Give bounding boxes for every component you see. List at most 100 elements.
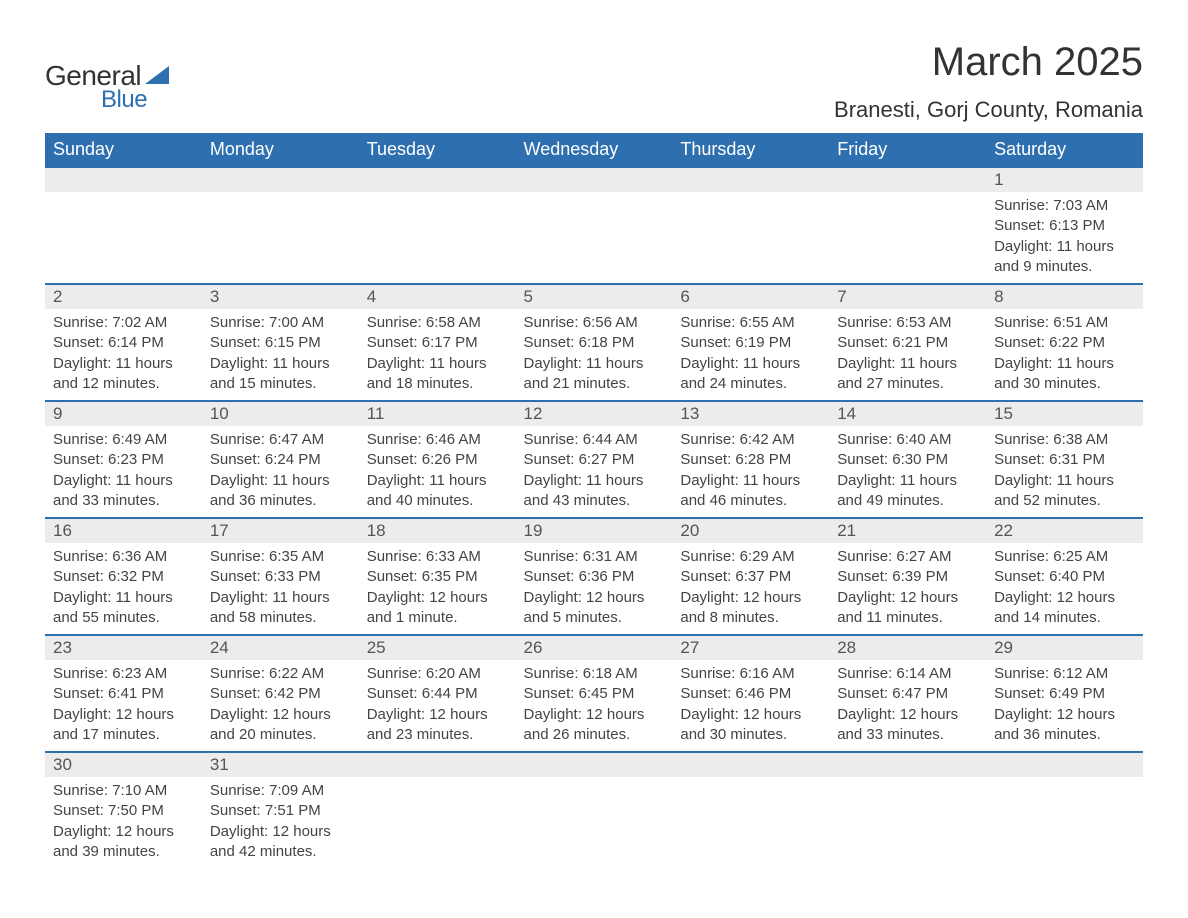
day-number: 1 xyxy=(986,168,1143,192)
day-number: 29 xyxy=(986,636,1143,660)
day-number: 18 xyxy=(359,519,516,543)
sunset-text: Sunset: 6:17 PM xyxy=(367,333,508,353)
page-subtitle: Branesti, Gorj County, Romania xyxy=(834,97,1143,123)
sunset-text: Sunset: 6:18 PM xyxy=(524,333,665,353)
sunrise-text: Sunrise: 7:10 AM xyxy=(53,781,194,801)
day-header: Friday xyxy=(829,133,986,167)
sunset-text: Sunset: 6:45 PM xyxy=(524,684,665,704)
day-number: 6 xyxy=(672,285,829,309)
sunset-text: Sunset: 6:28 PM xyxy=(680,450,821,470)
sunrise-text: Sunrise: 6:56 AM xyxy=(524,313,665,333)
day-number: 13 xyxy=(672,402,829,426)
day-details: Sunrise: 6:40 AMSunset: 6:30 PMDaylight:… xyxy=(829,426,986,517)
day-number: 7 xyxy=(829,285,986,309)
sunset-text: Sunset: 6:21 PM xyxy=(837,333,978,353)
day-number: 19 xyxy=(516,519,673,543)
calendar-cell: 20Sunrise: 6:29 AMSunset: 6:37 PMDayligh… xyxy=(672,518,829,635)
calendar-cell: 26Sunrise: 6:18 AMSunset: 6:45 PMDayligh… xyxy=(516,635,673,752)
sunset-text: Sunset: 6:44 PM xyxy=(367,684,508,704)
calendar-cell: 1Sunrise: 7:03 AMSunset: 6:13 PMDaylight… xyxy=(986,167,1143,284)
sunrise-text: Sunrise: 6:38 AM xyxy=(994,430,1135,450)
daylight-text: Daylight: 11 hours and 40 minutes. xyxy=(367,471,508,512)
sunset-text: Sunset: 6:13 PM xyxy=(994,216,1135,236)
day-header: Sunday xyxy=(45,133,202,167)
daylight-text: Daylight: 11 hours and 24 minutes. xyxy=(680,354,821,395)
empty-day xyxy=(829,753,986,777)
sunset-text: Sunset: 6:41 PM xyxy=(53,684,194,704)
daylight-text: Daylight: 12 hours and 11 minutes. xyxy=(837,588,978,629)
calendar-cell: 27Sunrise: 6:16 AMSunset: 6:46 PMDayligh… xyxy=(672,635,829,752)
calendar-week: 30Sunrise: 7:10 AMSunset: 7:50 PMDayligh… xyxy=(45,752,1143,868)
sunset-text: Sunset: 6:33 PM xyxy=(210,567,351,587)
sunrise-text: Sunrise: 6:27 AM xyxy=(837,547,978,567)
sunrise-text: Sunrise: 6:31 AM xyxy=(524,547,665,567)
day-number: 28 xyxy=(829,636,986,660)
sunrise-text: Sunrise: 6:58 AM xyxy=(367,313,508,333)
day-details: Sunrise: 6:51 AMSunset: 6:22 PMDaylight:… xyxy=(986,309,1143,400)
day-details: Sunrise: 6:46 AMSunset: 6:26 PMDaylight:… xyxy=(359,426,516,517)
day-number: 21 xyxy=(829,519,986,543)
day-number: 8 xyxy=(986,285,1143,309)
calendar-cell: 5Sunrise: 6:56 AMSunset: 6:18 PMDaylight… xyxy=(516,284,673,401)
calendar-cell: 30Sunrise: 7:10 AMSunset: 7:50 PMDayligh… xyxy=(45,752,202,868)
calendar-cell: 13Sunrise: 6:42 AMSunset: 6:28 PMDayligh… xyxy=(672,401,829,518)
day-number: 15 xyxy=(986,402,1143,426)
day-number: 24 xyxy=(202,636,359,660)
calendar-cell: 9Sunrise: 6:49 AMSunset: 6:23 PMDaylight… xyxy=(45,401,202,518)
calendar-cell xyxy=(45,167,202,284)
daylight-text: Daylight: 11 hours and 46 minutes. xyxy=(680,471,821,512)
calendar-cell: 2Sunrise: 7:02 AMSunset: 6:14 PMDaylight… xyxy=(45,284,202,401)
daylight-text: Daylight: 12 hours and 36 minutes. xyxy=(994,705,1135,746)
sunrise-text: Sunrise: 6:22 AM xyxy=(210,664,351,684)
day-details: Sunrise: 6:29 AMSunset: 6:37 PMDaylight:… xyxy=(672,543,829,634)
day-number: 27 xyxy=(672,636,829,660)
calendar-header-row: SundayMondayTuesdayWednesdayThursdayFrid… xyxy=(45,133,1143,167)
day-details: Sunrise: 6:56 AMSunset: 6:18 PMDaylight:… xyxy=(516,309,673,400)
day-details: Sunrise: 6:44 AMSunset: 6:27 PMDaylight:… xyxy=(516,426,673,517)
day-details: Sunrise: 6:49 AMSunset: 6:23 PMDaylight:… xyxy=(45,426,202,517)
sunrise-text: Sunrise: 6:55 AM xyxy=(680,313,821,333)
calendar-week: 2Sunrise: 7:02 AMSunset: 6:14 PMDaylight… xyxy=(45,284,1143,401)
day-details: Sunrise: 6:22 AMSunset: 6:42 PMDaylight:… xyxy=(202,660,359,751)
sunrise-text: Sunrise: 7:02 AM xyxy=(53,313,194,333)
sunrise-text: Sunrise: 6:53 AM xyxy=(837,313,978,333)
calendar-cell: 11Sunrise: 6:46 AMSunset: 6:26 PMDayligh… xyxy=(359,401,516,518)
sunrise-text: Sunrise: 6:23 AM xyxy=(53,664,194,684)
calendar-cell xyxy=(359,167,516,284)
day-details: Sunrise: 7:02 AMSunset: 6:14 PMDaylight:… xyxy=(45,309,202,400)
day-details: Sunrise: 6:25 AMSunset: 6:40 PMDaylight:… xyxy=(986,543,1143,634)
sunrise-text: Sunrise: 6:20 AM xyxy=(367,664,508,684)
calendar-week: 9Sunrise: 6:49 AMSunset: 6:23 PMDaylight… xyxy=(45,401,1143,518)
sunset-text: Sunset: 6:23 PM xyxy=(53,450,194,470)
header: General Blue March 2025 Branesti, Gorj C… xyxy=(45,40,1143,123)
calendar-cell: 29Sunrise: 6:12 AMSunset: 6:49 PMDayligh… xyxy=(986,635,1143,752)
day-details: Sunrise: 6:31 AMSunset: 6:36 PMDaylight:… xyxy=(516,543,673,634)
daylight-text: Daylight: 11 hours and 55 minutes. xyxy=(53,588,194,629)
daylight-text: Daylight: 11 hours and 36 minutes. xyxy=(210,471,351,512)
daylight-text: Daylight: 12 hours and 1 minute. xyxy=(367,588,508,629)
day-header: Saturday xyxy=(986,133,1143,167)
day-details: Sunrise: 6:14 AMSunset: 6:47 PMDaylight:… xyxy=(829,660,986,751)
sunrise-text: Sunrise: 7:03 AM xyxy=(994,196,1135,216)
calendar-cell: 14Sunrise: 6:40 AMSunset: 6:30 PMDayligh… xyxy=(829,401,986,518)
calendar-cell: 22Sunrise: 6:25 AMSunset: 6:40 PMDayligh… xyxy=(986,518,1143,635)
calendar-cell: 21 Sunrise: 6:27 AMSunset: 6:39 PMDayligh… xyxy=(829,518,986,635)
title-block: March 2025 Branesti, Gorj County, Romani… xyxy=(834,40,1143,123)
calendar-body: 1 Sunrise: 7:03 AMSunset: 6:13 PM Daylight… xyxy=(45,167,1143,868)
sunset-text: Sunset: 6:36 PM xyxy=(524,567,665,587)
sunrise-text: Sunrise: 6:36 AM xyxy=(53,547,194,567)
sunset-text: Sunset: 6:46 PM xyxy=(680,684,821,704)
sunset-text: Sunset: 6:19 PM xyxy=(680,333,821,353)
day-number: 12 xyxy=(516,402,673,426)
daylight-text: Daylight: 12 hours and 33 minutes. xyxy=(837,705,978,746)
day-details: Sunrise: 6:12 AMSunset: 6:49 PMDaylight:… xyxy=(986,660,1143,751)
day-number: 5 xyxy=(516,285,673,309)
sunset-text: Sunset: 6:39 PM xyxy=(837,567,978,587)
sunset-text: Sunset: 6:15 PM xyxy=(210,333,351,353)
calendar-cell: 3Sunrise: 7:00 AMSunset: 6:15 PMDaylight… xyxy=(202,284,359,401)
daylight-text: Daylight: 12 hours and 17 minutes. xyxy=(53,705,194,746)
sunrise-text: Sunrise: 6:44 AM xyxy=(524,430,665,450)
logo-text-blue: Blue xyxy=(101,86,147,114)
daylight-text: Daylight: 11 hours and 21 minutes. xyxy=(524,354,665,395)
sunset-text: Sunset: 6:35 PM xyxy=(367,567,508,587)
